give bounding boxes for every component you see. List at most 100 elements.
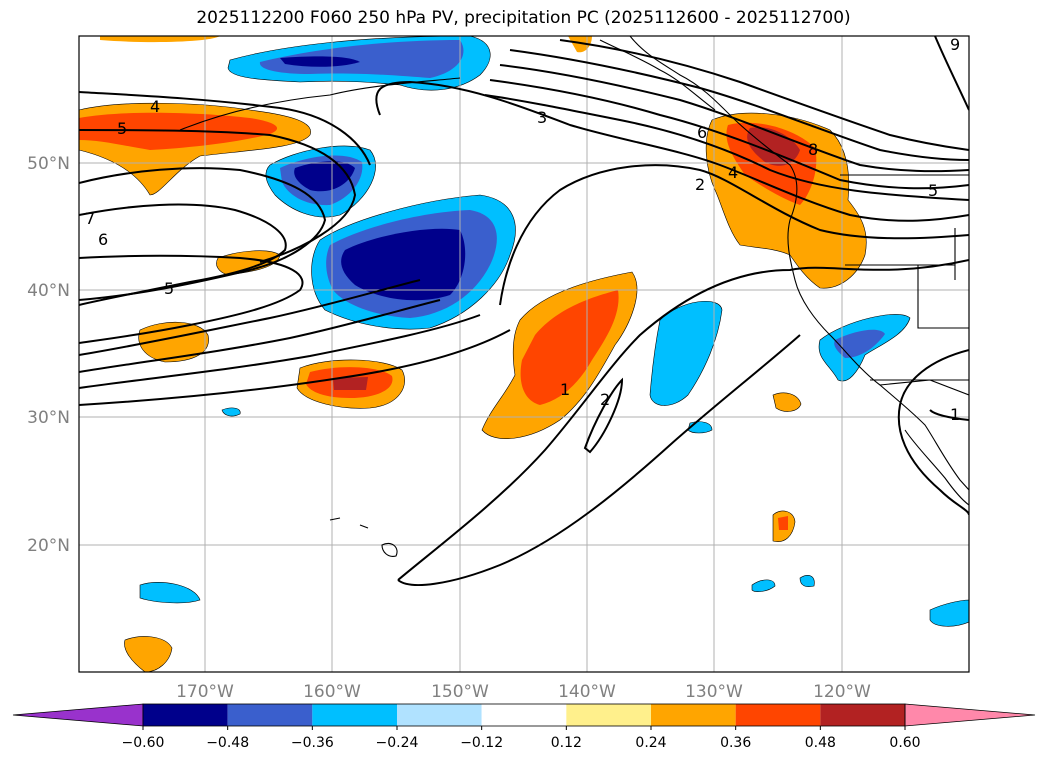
lon-label-150w: 150°W — [431, 682, 489, 702]
pv-label-5: 4 — [728, 163, 738, 182]
lat-label-50n: 50°N — [27, 154, 70, 174]
colorbar-segment — [735, 704, 821, 726]
lat-label-20n: 20°N — [27, 536, 70, 556]
pv-contour-6 — [499, 64, 969, 173]
lon-label-130w: 130°W — [685, 682, 743, 702]
precip-positive-fills — [79, 36, 867, 672]
pv-contour-lat-1 — [79, 279, 421, 356]
precip-pos-coast-dark — [747, 127, 800, 166]
precip-neg-small-4 — [751, 579, 776, 592]
pv-contour-1-east — [897, 349, 969, 516]
precip-neg-coast-mexico-core — [834, 329, 885, 358]
pv-contour-1-main — [397, 259, 969, 581]
pv-contour-lat-2 — [79, 299, 441, 373]
colorbar-segment — [227, 704, 313, 726]
colorbar-tick-label: −0.60 — [122, 735, 165, 751]
map-frame — [78, 35, 970, 673]
pv-label-10: 6 — [98, 230, 108, 249]
precip-pos-small-8 — [100, 36, 220, 43]
colorbar: −0.60 −0.48 −0.36 −0.24 −0.12 0.12 0.24 0.36 0.4… — [12, 703, 1036, 751]
precip-pos-central-core — [520, 290, 619, 405]
colorbar-tick-label: 0.36 — [720, 735, 751, 751]
hawaii — [329, 517, 398, 557]
pv-contour-west-4 — [79, 91, 371, 166]
precip-neg-small-1 — [139, 582, 201, 604]
coastlines — [179, 36, 969, 557]
colorbar-segment — [143, 704, 228, 726]
precip-pos-subtropic-dark — [333, 377, 368, 390]
pv-contour-1-lower — [397, 334, 801, 586]
colorbar-tick-label: 0.12 — [551, 735, 582, 751]
precip-neg-east-streak — [649, 300, 723, 406]
precip-neg-small-2 — [929, 599, 969, 627]
colorbar-tick-label: −0.12 — [460, 735, 503, 751]
latitude-labels: 50°N 40°N 30°N 20°N — [27, 154, 70, 556]
mexico-border — [879, 379, 969, 396]
precip-neg-main-core — [341, 228, 466, 301]
colorbar-outline — [142, 703, 906, 727]
colorbar-segment — [481, 704, 567, 726]
pv-label-13: 2 — [600, 390, 610, 409]
pv-contour-9 — [934, 36, 969, 111]
colorbar-tick-label: −0.48 — [206, 735, 249, 751]
pv-label-4: 6 — [697, 123, 707, 142]
pv-label-2: 5 — [117, 119, 127, 138]
pv-label-14: 1 — [950, 405, 960, 424]
lon-label-120w: 120°W — [813, 682, 871, 702]
lat-label-30n: 30°N — [27, 408, 70, 428]
lat-label-40n: 40°N — [27, 281, 70, 301]
colorbar-extend-high — [904, 703, 1036, 727]
colorbar-tick-label: 0.48 — [805, 735, 836, 751]
pv-label-7: 8 — [808, 140, 818, 159]
precip-pos-small-7 — [568, 36, 592, 53]
north-america-coast — [629, 36, 969, 491]
pv-contour-8 — [559, 39, 969, 151]
colorbar-segment — [312, 704, 397, 726]
colorbar-tick-label: −0.36 — [291, 735, 334, 751]
state-borders — [845, 228, 969, 381]
precip-negative-fills — [139, 36, 969, 627]
lon-label-160w: 160°W — [303, 682, 361, 702]
precip-pos-small-4 — [772, 392, 802, 412]
longitude-labels: 170°W 160°W 150°W 140°W 130°W 120°W — [176, 682, 871, 702]
pv-label-11: 5 — [164, 279, 174, 298]
precip-neg-nw-core — [294, 161, 355, 192]
lon-label-170w: 170°W — [176, 682, 234, 702]
pv-contour-7 — [509, 49, 969, 161]
pv-label-8: 5 — [928, 181, 938, 200]
alaska-panhandle — [599, 39, 716, 111]
precip-neg-north-mid — [259, 40, 464, 78]
precip-neg-small-5 — [799, 575, 815, 588]
precip-neg-north-core — [280, 56, 360, 67]
map-field: 4 5 3 6 4 2 8 5 7 6 5 1 2 1 9 — [79, 35, 969, 672]
pv-label-15: 9 — [950, 35, 960, 54]
pv-contours — [79, 36, 969, 586]
pv-contour-west-5 — [79, 129, 357, 263]
pv-contour-1-mid — [929, 409, 969, 421]
precip-pos-small-6 — [778, 516, 788, 530]
lon-label-140w: 140°W — [558, 682, 616, 702]
precip-pos-small-3 — [124, 636, 173, 672]
colorbar-segment — [820, 704, 905, 726]
pv-label-6: 2 — [695, 175, 705, 194]
colorbar-segment — [651, 704, 736, 726]
pv-label-3: 3 — [537, 108, 547, 127]
pv-contour-west-5b — [79, 254, 304, 344]
colorbar-segment — [397, 704, 482, 726]
pv-label-12: 1 — [560, 380, 570, 399]
pv-contour-lat-4 — [79, 329, 511, 406]
colorbar-extend-low — [12, 703, 144, 727]
pv-contour-5 — [489, 79, 969, 190]
map-title: 2025112200 F060 250 hPa PV, precipitatio… — [196, 8, 851, 28]
precip-neg-small-6 — [221, 407, 241, 417]
colorbar-segment — [566, 704, 651, 726]
baja-california — [904, 429, 969, 506]
pv-contour-4 — [484, 94, 969, 201]
pv-labels: 4 5 3 6 4 2 8 5 7 6 5 1 2 1 9 — [85, 35, 960, 424]
colorbar-tick-label: 0.24 — [635, 735, 666, 751]
pv-label-1: 4 — [150, 97, 160, 116]
graticule — [79, 36, 969, 672]
colorbar-tick-label: 0.60 — [889, 735, 920, 751]
pv-contour-west-6 — [79, 203, 287, 306]
